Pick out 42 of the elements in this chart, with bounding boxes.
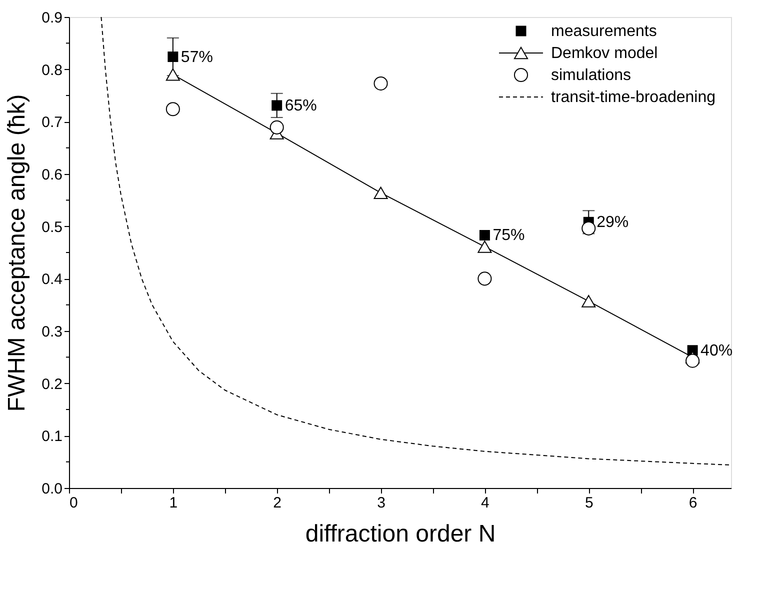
y-tick-label: 0.4 — [42, 271, 62, 288]
y-tick-label: 0.1 — [42, 428, 62, 446]
legend-label: simulations — [551, 67, 632, 84]
line-series — [100, 17, 731, 466]
annotation: 40% — [700, 342, 733, 360]
x-tick-label: 1 — [169, 494, 178, 512]
x-tick-label: 3 — [377, 494, 386, 512]
y-tick-label: 0.8 — [42, 62, 62, 79]
annotation: 57% — [180, 48, 213, 66]
point — [374, 186, 388, 199]
y-tick-label: 0.7 — [42, 114, 62, 132]
y-tick-label: 0.6 — [42, 166, 62, 184]
point — [686, 354, 700, 368]
legend-label: Demkov model — [551, 45, 658, 62]
legend-label: measurements — [551, 23, 657, 40]
y-tick-label: 0.5 — [42, 218, 62, 236]
point — [166, 68, 180, 81]
y-tick-label: 0.9 — [42, 10, 62, 26]
point — [270, 120, 284, 134]
y-tick-label: 0.2 — [42, 376, 62, 393]
point — [168, 52, 178, 62]
point — [478, 240, 492, 253]
annotation: 75% — [492, 227, 525, 244]
point — [272, 100, 282, 111]
point — [374, 76, 388, 90]
point — [166, 102, 180, 116]
annotation: 29% — [596, 214, 629, 232]
point — [478, 272, 492, 286]
x-tick-label: 4 — [481, 494, 490, 512]
y-tick-label: 0.0 — [42, 480, 62, 498]
x-tick-label: 2 — [273, 494, 282, 512]
x-axis-title: diffraction order N — [305, 520, 496, 548]
point — [582, 221, 596, 236]
x-tick-label: 5 — [584, 494, 594, 512]
x-tick-label: 6 — [688, 494, 698, 512]
y-axis-title: FWHM acceptance angle (ħk) — [4, 94, 31, 412]
point — [479, 230, 490, 240]
y-tick-label: 0.3 — [42, 324, 62, 340]
annotation: 65% — [284, 97, 317, 114]
legend-label: transit-time-broadening — [551, 89, 716, 106]
x-tick-label: 0 — [70, 494, 78, 512]
point — [582, 295, 596, 308]
